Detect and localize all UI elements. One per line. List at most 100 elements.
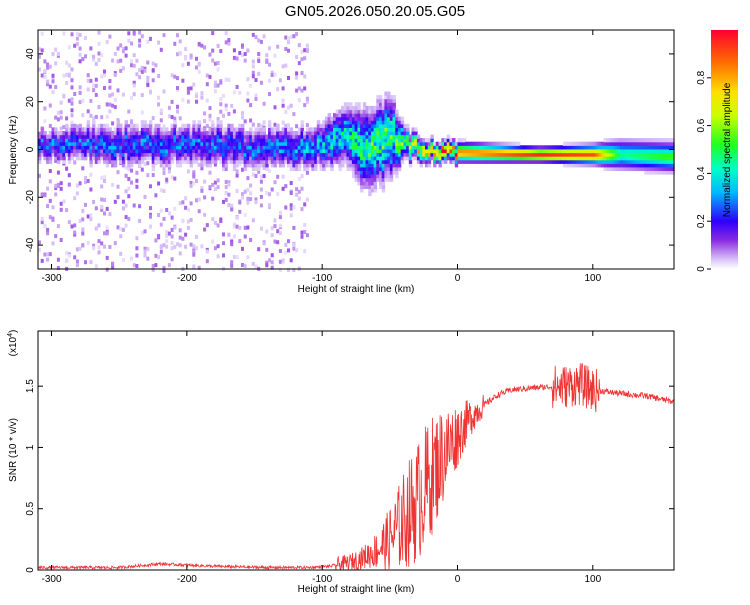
spectrogram-cell [97, 134, 101, 139]
spectrogram-speckle [89, 99, 93, 103]
spectrogram-cell [638, 163, 643, 168]
spectrogram-cell [663, 159, 667, 164]
spectrogram-speckle [303, 56, 307, 61]
spectrogram-cell [527, 145, 532, 150]
spectrogram-speckle [265, 260, 269, 265]
spectrogram-cell [124, 148, 128, 154]
spectrogram-cell [246, 138, 250, 143]
spectrogram-cell [249, 159, 253, 164]
spectrogram-cell [379, 145, 383, 150]
spectrogram-cell [376, 170, 380, 175]
spectrogram-cell [92, 131, 96, 136]
spectrogram-cell [341, 120, 345, 125]
spectrogram-cell [376, 134, 380, 139]
spectrogram-cell [84, 141, 88, 146]
spectrogram-cell [238, 152, 242, 157]
spectrogram-cell [65, 141, 69, 146]
spectrogram-cell [65, 127, 69, 132]
spectrogram-speckle [243, 119, 247, 124]
spectrogram-cell [170, 152, 174, 157]
spectrogram-cell [646, 170, 651, 175]
spectrogram-cell [287, 134, 291, 139]
spectrogram-speckle [176, 104, 179, 109]
spectrogram-cell [51, 134, 55, 139]
snr-panel: -300 -200 -100 0 100 00.511.5 Height of stra… [7, 330, 675, 595]
spectrogram-cell [178, 131, 183, 136]
spectrogram-cell [273, 159, 277, 164]
spectrogram-cell [349, 152, 353, 157]
spectrogram-speckle [235, 224, 239, 229]
spectrogram-cell [427, 152, 432, 157]
spectrogram-speckle [154, 238, 158, 243]
spectrogram-cell [508, 141, 513, 146]
spectrogram-cell [495, 159, 499, 164]
spectrogram-cell [176, 148, 180, 154]
spectrogram-cell [268, 138, 272, 143]
spectrogram-cell [327, 159, 331, 164]
spectrogram-cell [400, 123, 405, 128]
spectrogram-cell [222, 148, 226, 154]
spectrogram-cell [365, 105, 369, 111]
spectrogram-cell [465, 141, 469, 146]
spectrogram-cell [346, 131, 350, 136]
spectrogram-cell [203, 148, 207, 154]
spectrogram-cell [438, 152, 442, 157]
spectrogram-cell [165, 148, 169, 154]
spectrogram-speckle [230, 103, 234, 108]
spectrogram-cell [370, 156, 375, 161]
spectrogram-cell [630, 141, 635, 146]
spectrogram-cell [154, 145, 158, 150]
spectrogram-cell [563, 159, 567, 164]
spectrogram-cell [381, 159, 386, 164]
spectrogram-cell [351, 170, 356, 175]
spectrogram-speckle [192, 249, 196, 254]
spectrogram-cell [433, 145, 437, 150]
spectrogram-cell [373, 120, 377, 125]
spectrogram-cell [67, 141, 72, 146]
colorbar-label: Normalized spectral amplitude [722, 82, 733, 217]
spectrogram-cell [94, 159, 99, 164]
spectrogram-cell [511, 159, 515, 164]
spectrogram-cell [211, 123, 215, 128]
spectrogram-cell [508, 152, 513, 157]
spectrogram-cell [246, 163, 250, 168]
spectrogram-cell [159, 127, 164, 132]
spectrogram-cell [357, 174, 361, 179]
spectrogram-cell [254, 127, 258, 132]
spectrogram-cell [487, 148, 491, 154]
spectrogram-speckle [59, 207, 63, 212]
spectrogram-speckle [51, 52, 55, 56]
spectrogram-speckle [46, 65, 50, 70]
spectrogram-cell [46, 159, 50, 164]
spectrogram-cell [287, 131, 291, 136]
spectrogram-cell [170, 141, 174, 146]
spectrogram-cell [433, 148, 437, 154]
spectrogram-speckle [203, 179, 207, 184]
spectrogram-cell [176, 138, 180, 143]
spectrogram-speckle [284, 109, 288, 114]
spectrogram-speckle [130, 180, 133, 185]
spectrogram-cell [127, 127, 131, 132]
spectrogram-cell [397, 148, 402, 154]
spectrogram-speckle [176, 86, 179, 90]
spectrogram-cell [284, 138, 288, 143]
spectrogram-cell [644, 138, 648, 143]
spectrogram-speckle [70, 32, 74, 37]
spectrogram-speckle [216, 244, 220, 249]
spectrogram-cell [343, 123, 348, 128]
spectrogram-speckle [197, 209, 201, 214]
spectrogram-cell [584, 141, 589, 146]
spectrogram-cell [103, 127, 107, 132]
spectrogram-speckle [56, 117, 60, 122]
spectrogram-speckle [189, 180, 193, 185]
spectrogram-cell [167, 138, 172, 143]
spectrogram-cell [644, 152, 648, 157]
spectrogram-cell [216, 152, 220, 157]
spectrogram-cell [487, 145, 491, 150]
spectrogram-cell [368, 188, 372, 193]
spectrogram-cell [157, 152, 161, 157]
spectrogram-cell [251, 159, 256, 164]
spectrogram-speckle [162, 171, 166, 176]
spectrogram-speckle [257, 38, 261, 43]
spectrogram-cell [335, 120, 340, 125]
